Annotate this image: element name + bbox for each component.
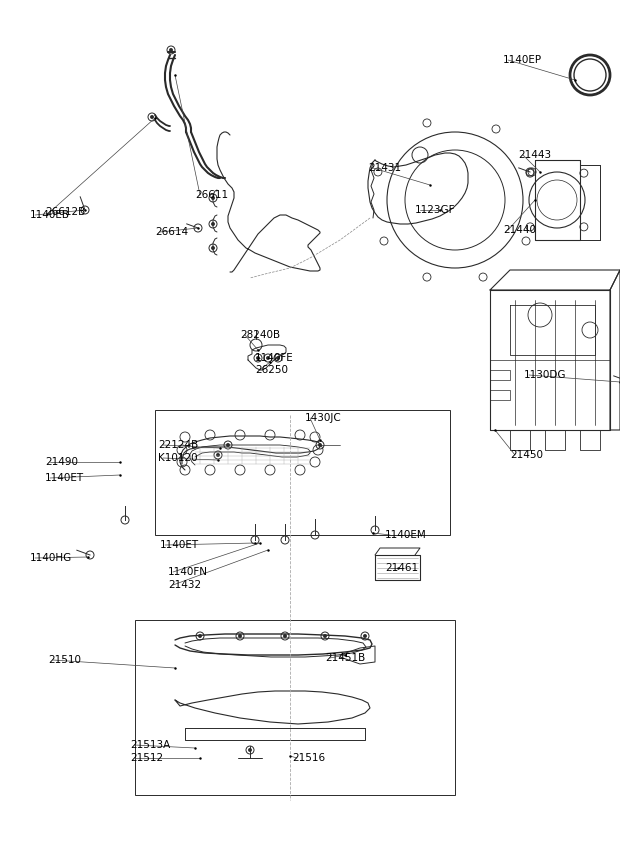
Text: 21513A: 21513A xyxy=(130,740,170,750)
Text: 1123GF: 1123GF xyxy=(415,205,456,215)
Text: 1140FN: 1140FN xyxy=(168,567,208,577)
Text: 26612B: 26612B xyxy=(45,207,86,217)
Circle shape xyxy=(257,356,260,360)
Circle shape xyxy=(169,48,172,52)
Circle shape xyxy=(226,444,229,447)
Circle shape xyxy=(198,634,202,638)
Circle shape xyxy=(363,634,366,638)
Text: 21516: 21516 xyxy=(292,753,325,763)
Bar xyxy=(135,620,455,795)
Text: 26250: 26250 xyxy=(255,365,288,375)
Circle shape xyxy=(267,356,270,360)
Bar xyxy=(155,410,450,535)
Text: 1140EM: 1140EM xyxy=(385,530,427,540)
Text: 1140HG: 1140HG xyxy=(30,553,73,563)
Circle shape xyxy=(324,634,327,638)
Circle shape xyxy=(211,222,215,226)
Text: 21431: 21431 xyxy=(368,163,401,173)
Text: 1140EB: 1140EB xyxy=(30,210,70,220)
Text: 21512: 21512 xyxy=(130,753,163,763)
Text: K10120: K10120 xyxy=(158,453,198,463)
Text: 1430JC: 1430JC xyxy=(305,413,342,423)
Circle shape xyxy=(239,634,242,638)
Text: 21440: 21440 xyxy=(503,225,536,235)
Text: 21490: 21490 xyxy=(45,457,78,467)
Circle shape xyxy=(277,356,280,360)
Text: 28240B: 28240B xyxy=(240,330,280,340)
Circle shape xyxy=(249,749,252,751)
Text: 21461: 21461 xyxy=(385,563,418,573)
Text: 26614: 26614 xyxy=(155,227,188,237)
Text: 1140EP: 1140EP xyxy=(503,55,542,65)
Circle shape xyxy=(211,247,215,249)
Circle shape xyxy=(151,115,154,119)
Circle shape xyxy=(216,454,219,456)
Text: 1140ET: 1140ET xyxy=(160,540,199,550)
Circle shape xyxy=(283,634,286,638)
Text: 21510: 21510 xyxy=(48,655,81,665)
Text: 1130DG: 1130DG xyxy=(524,370,567,380)
Text: 21450: 21450 xyxy=(510,450,543,460)
Text: 26611: 26611 xyxy=(195,190,228,200)
Text: 21432: 21432 xyxy=(168,580,201,590)
Text: 1140FE: 1140FE xyxy=(255,353,294,363)
Text: 1140ET: 1140ET xyxy=(45,473,84,483)
Text: 22124B: 22124B xyxy=(158,440,198,450)
Text: 21451B: 21451B xyxy=(325,653,365,663)
Circle shape xyxy=(211,197,215,199)
Circle shape xyxy=(319,444,322,447)
Text: 21443: 21443 xyxy=(518,150,551,160)
